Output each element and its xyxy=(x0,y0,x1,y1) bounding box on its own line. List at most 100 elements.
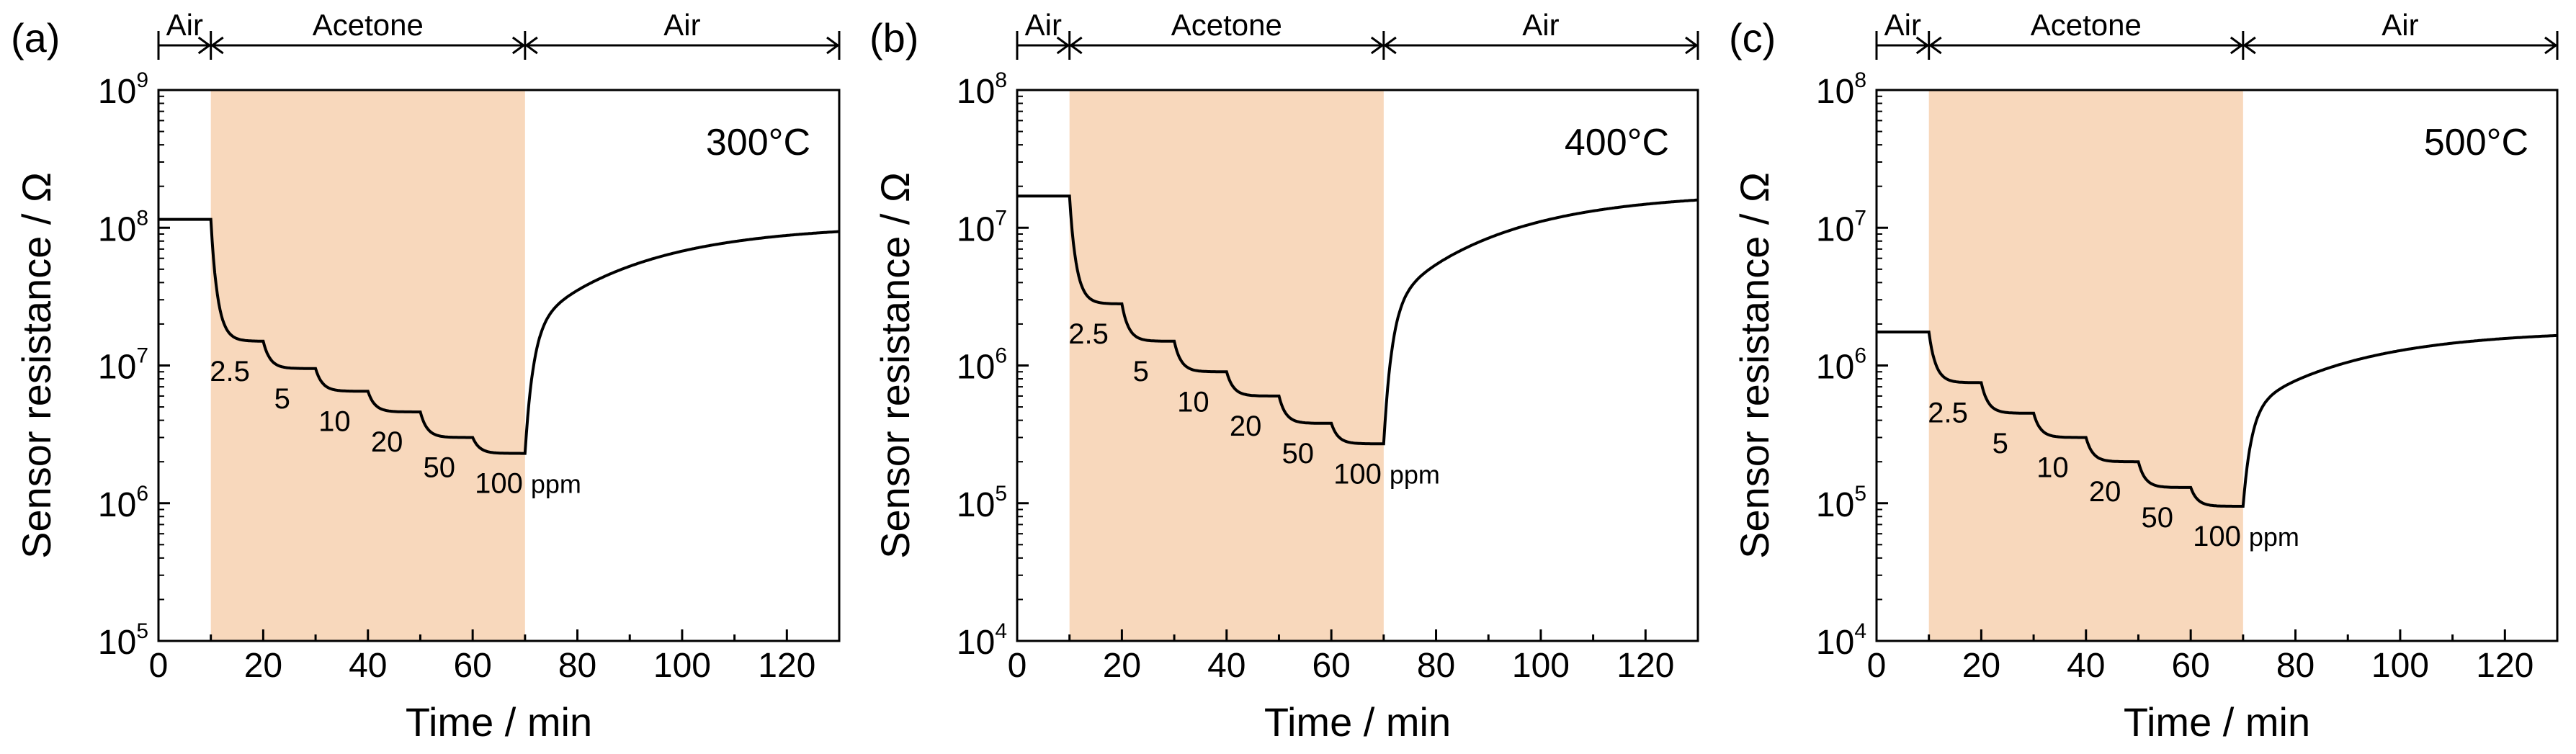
y-tick-exponent: 7 xyxy=(995,206,1007,230)
x-tick-label: 80 xyxy=(1417,647,1455,685)
y-tick-base: 10 xyxy=(1816,349,1854,387)
x-tick-label: 60 xyxy=(453,647,491,685)
x-tick-label: 20 xyxy=(1103,647,1141,685)
y-tick-base: 10 xyxy=(957,349,995,387)
phase-arrow-right xyxy=(197,36,212,55)
concentration-label: 5 xyxy=(274,383,290,415)
phase-arrow-left xyxy=(1383,36,1397,55)
acetone-exposure-region xyxy=(1928,90,2243,641)
x-axis-title: Time / min xyxy=(406,699,592,745)
y-tick-label: 105 xyxy=(1816,482,1866,524)
acetone-exposure-region xyxy=(210,90,525,641)
phase-arrow-left xyxy=(524,36,538,55)
concentration-label: 100 xyxy=(475,468,523,500)
panel-letter: (a) xyxy=(11,15,60,60)
y-tick-label: 106 xyxy=(957,344,1007,387)
concentration-label: 20 xyxy=(1230,410,1262,442)
y-tick-base: 10 xyxy=(98,73,136,111)
concentration-label: 10 xyxy=(318,405,351,437)
concentration-label: 2.5 xyxy=(1928,397,1968,428)
y-axis-title: Sensor resistance / Ω xyxy=(1732,172,1777,559)
y-tick-label: 104 xyxy=(957,619,1007,662)
acetone-exposure-region xyxy=(1069,90,1384,641)
y-tick-exponent: 6 xyxy=(136,482,148,506)
phase-arrow-left xyxy=(1928,36,1942,55)
concentration-label: 100 xyxy=(2193,521,2241,552)
y-tick-base: 10 xyxy=(98,349,136,387)
concentration-label: 2.5 xyxy=(1068,318,1109,350)
y-tick-label: 108 xyxy=(1816,68,1866,111)
phase-arrow-right xyxy=(1056,36,1070,55)
x-tick-label: 120 xyxy=(1616,647,1674,685)
panel-letter: (c) xyxy=(1729,15,1776,60)
x-tick-label: 20 xyxy=(244,647,282,685)
y-tick-label: 107 xyxy=(98,344,148,387)
phase-label: Acetone xyxy=(2031,8,2142,42)
x-tick-label: 100 xyxy=(2371,647,2429,685)
y-tick-label: 104 xyxy=(1816,619,1866,662)
y-tick-label: 106 xyxy=(1816,344,1866,387)
phase-arrow-right xyxy=(2544,36,2558,55)
concentration-label: 100 xyxy=(1333,458,1382,490)
concentration-label: 5 xyxy=(1133,356,1149,387)
concentration-label: 10 xyxy=(2036,452,2069,484)
y-tick-base: 10 xyxy=(1816,624,1854,662)
phase-label: Air xyxy=(1884,8,1921,42)
y-tick-base: 10 xyxy=(98,624,136,662)
temperature-label: 400°C xyxy=(1565,122,1669,163)
y-tick-base: 10 xyxy=(957,210,995,248)
resistance-curve xyxy=(158,217,840,455)
y-tick-base: 10 xyxy=(1816,486,1854,524)
y-axis-title: Sensor resistance / Ω xyxy=(872,172,918,559)
y-tick-label: 107 xyxy=(957,206,1007,248)
y-tick-label: 107 xyxy=(1816,206,1866,248)
concentration-label: 50 xyxy=(424,452,456,484)
unit-label: ppm xyxy=(531,470,581,499)
resistance-curve xyxy=(1877,331,2558,508)
y-tick-label: 105 xyxy=(98,619,148,662)
panel-letter: (b) xyxy=(869,15,918,60)
phase-arrow-right xyxy=(826,36,840,55)
unit-label: ppm xyxy=(1390,459,1440,489)
x-tick-label: 80 xyxy=(2276,647,2315,685)
x-tick-label: 60 xyxy=(2171,647,2209,685)
x-tick-label: 20 xyxy=(1962,647,2000,685)
phase-arrow-right xyxy=(1915,36,1930,55)
x-tick-label: 120 xyxy=(2476,647,2533,685)
y-axis-title: Sensor resistance / Ω xyxy=(14,172,59,559)
x-tick-label: 60 xyxy=(1312,647,1350,685)
y-tick-exponent: 5 xyxy=(995,482,1007,506)
y-tick-base: 10 xyxy=(1816,210,1854,248)
y-tick-base: 10 xyxy=(1816,73,1854,111)
phase-label: Acetone xyxy=(313,8,424,42)
x-tick-label: 120 xyxy=(758,647,815,685)
y-tick-exponent: 4 xyxy=(995,619,1007,643)
concentration-label: 50 xyxy=(1282,438,1315,470)
phase-arrow-left xyxy=(2242,36,2256,55)
x-tick-label: 0 xyxy=(1867,647,1887,685)
y-tick-base: 10 xyxy=(957,73,995,111)
concentration-label: 50 xyxy=(2142,502,2174,534)
y-tick-label: 105 xyxy=(957,482,1007,524)
y-tick-base: 10 xyxy=(98,210,136,248)
y-tick-label: 109 xyxy=(98,68,148,111)
y-tick-exponent: 9 xyxy=(136,68,148,92)
y-tick-exponent: 6 xyxy=(995,344,1007,368)
y-tick-base: 10 xyxy=(957,624,995,662)
concentration-label: 2.5 xyxy=(210,356,250,387)
resistance-curve xyxy=(1017,194,1699,446)
x-axis-title: Time / min xyxy=(1264,699,1451,745)
x-tick-label: 0 xyxy=(149,647,169,685)
phase-label: Acetone xyxy=(1171,8,1282,42)
phase-arrow-right xyxy=(511,36,526,55)
phase-arrow-right xyxy=(1685,36,1699,55)
phase-label: Air xyxy=(663,8,700,42)
x-tick-label: 40 xyxy=(349,647,387,685)
x-tick-label: 40 xyxy=(2067,647,2105,685)
y-tick-exponent: 5 xyxy=(1854,482,1866,506)
unit-label: ppm xyxy=(2249,522,2299,552)
x-tick-label: 100 xyxy=(1512,647,1570,685)
